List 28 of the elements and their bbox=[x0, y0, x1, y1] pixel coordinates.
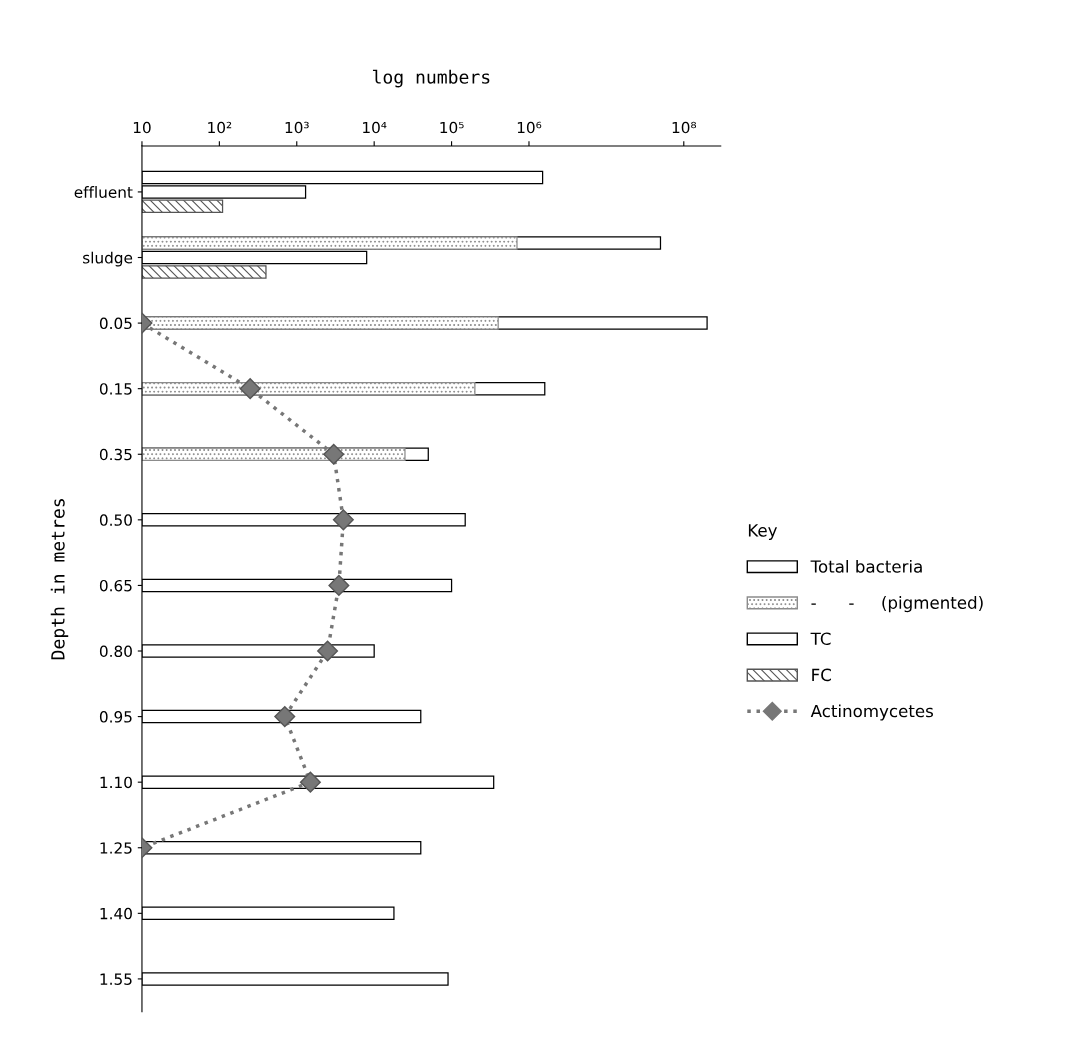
y-tick-label: 0.35 bbox=[99, 448, 132, 461]
y-tick-label: sludge bbox=[83, 251, 133, 267]
y-tick-label: 0.05 bbox=[99, 317, 132, 330]
y-tick-label: 0.80 bbox=[99, 645, 132, 658]
y-tick-label: effluent bbox=[74, 186, 133, 198]
y-tick-label: 1.40 bbox=[100, 907, 132, 920]
x-tick-label: 10⁸ bbox=[672, 121, 697, 134]
y-tick-label: 0.15 bbox=[99, 383, 132, 395]
y-tick-label: 1.55 bbox=[100, 973, 132, 985]
legend-label: Total bacteria bbox=[810, 559, 922, 573]
x-tick-label: 10² bbox=[208, 121, 232, 134]
x-tick-label: 10⁵ bbox=[440, 121, 464, 134]
chart-title: log numbers bbox=[372, 69, 490, 88]
x-tick-label: 10 bbox=[133, 121, 151, 134]
legend-label: - - (pigmented) bbox=[811, 596, 983, 613]
x-tick-label: 10⁶ bbox=[517, 121, 542, 134]
x-tick-label: 10⁴ bbox=[363, 121, 387, 134]
x-tick-label: 10³ bbox=[285, 121, 309, 134]
y-tick-label: 0.95 bbox=[99, 711, 132, 723]
legend-title: Key bbox=[748, 524, 778, 540]
y-tick-label: 1.25 bbox=[100, 842, 132, 854]
y-tick-label: 1.10 bbox=[100, 776, 132, 789]
legend-label: FC bbox=[812, 668, 831, 682]
legend-label: TC bbox=[810, 632, 831, 646]
y-tick-label: 0.50 bbox=[99, 514, 132, 526]
y-axis-title: Depth in metres bbox=[50, 499, 69, 660]
y-tick-label: 0.65 bbox=[99, 579, 132, 592]
legend-label: Actinomycetes bbox=[810, 704, 933, 721]
